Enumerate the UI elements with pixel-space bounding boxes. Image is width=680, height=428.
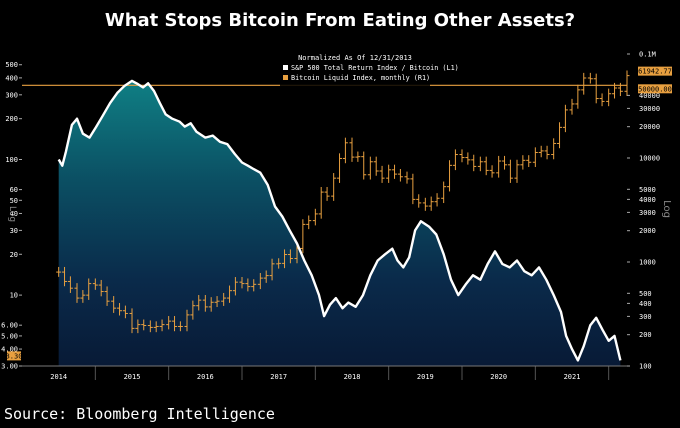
right-tick-label: 2000 <box>639 227 656 235</box>
left-tick-label: 10 <box>10 292 18 300</box>
x-tick-label: 2017 <box>270 373 287 381</box>
legend-box <box>280 52 430 90</box>
left-tick-label: 4.00 <box>1 346 18 354</box>
x-tick-label: 2021 <box>564 373 581 381</box>
x-tick-label: 2014 <box>50 373 67 381</box>
x-tick-label: 2019 <box>417 373 434 381</box>
right-tick-label: 3000 <box>639 209 656 217</box>
last-value-label: 50000.00 <box>638 85 672 93</box>
last-value-box <box>638 66 672 76</box>
left-tick-label: 60 <box>10 186 18 194</box>
legend-swatch-spx-btc <box>283 65 288 70</box>
right-tick-label: 4000 <box>639 196 656 204</box>
right-tick-label: 100 <box>639 363 652 371</box>
right-tick-label: 500 <box>639 290 652 298</box>
left-tick-label: 6.00 <box>1 322 18 330</box>
series-area-spx-btc <box>58 80 621 367</box>
legend-item-spx-btc: S&P 500 Total Return Index / Bitcoin (L1… <box>291 64 459 72</box>
right-tick-label: 0.1M <box>639 51 656 59</box>
chart: 2014 2015 2016 2017 2018 2019 2020 2021 500 400 30… <box>1 51 672 381</box>
series-line-spx-btc <box>57 79 622 362</box>
last-value-label: 3.30 <box>6 352 23 360</box>
right-tick-label: 200 <box>639 331 652 339</box>
legend: Normalized As Of 12/31/2013 S&P 500 Tota… <box>280 52 459 90</box>
chart-title: What Stops Bitcoin From Eating Other Ass… <box>104 9 576 31</box>
left-tick-label: 20 <box>10 251 18 259</box>
right-tick-label: 30000 <box>639 105 660 113</box>
x-tick-label: 2015 <box>124 373 141 381</box>
source-note: Source: Bloomberg Intelligence <box>4 405 275 423</box>
left-tick-label: 300 <box>5 91 18 99</box>
legend-header: Normalized As Of 12/31/2013 <box>298 54 412 62</box>
last-value-box <box>7 351 21 361</box>
left-tick-label: 30 <box>10 227 18 235</box>
right-tick-label: 1000 <box>639 259 656 267</box>
left-tick-label: 40 <box>10 210 18 218</box>
left-tick-label: 500 <box>5 61 18 69</box>
left-tick-label: 400 <box>5 74 18 82</box>
right-tick-label: 40000 <box>639 92 660 100</box>
legend-swatch-btc-index <box>283 75 288 80</box>
x-tick-label: 2018 <box>344 373 361 381</box>
right-tick-label: 20000 <box>639 123 660 131</box>
legend-item-btc-index: Bitcoin Liquid Index, monthly (R1) <box>291 74 430 82</box>
right-tick-label: 300 <box>639 313 652 321</box>
x-tick-label: 2020 <box>490 373 507 381</box>
last-value-box <box>638 84 672 94</box>
left-tick-label: 3.00 <box>1 363 18 371</box>
left-tick-label: 100 <box>5 156 18 164</box>
left-tick-label: 50 <box>10 197 18 205</box>
right-tick-label: 400 <box>639 300 652 308</box>
left-tick-label: 200 <box>5 115 18 123</box>
right-tick-label: 5000 <box>639 186 656 194</box>
left-axis-title: Log <box>7 206 17 222</box>
left-tick-label: 5.00 <box>1 332 18 340</box>
right-axis-title: Log <box>661 200 672 218</box>
right-tick-label: 10000 <box>639 155 660 163</box>
x-tick-label: 2016 <box>197 373 214 381</box>
last-value-label: 61942.77 <box>638 68 672 76</box>
